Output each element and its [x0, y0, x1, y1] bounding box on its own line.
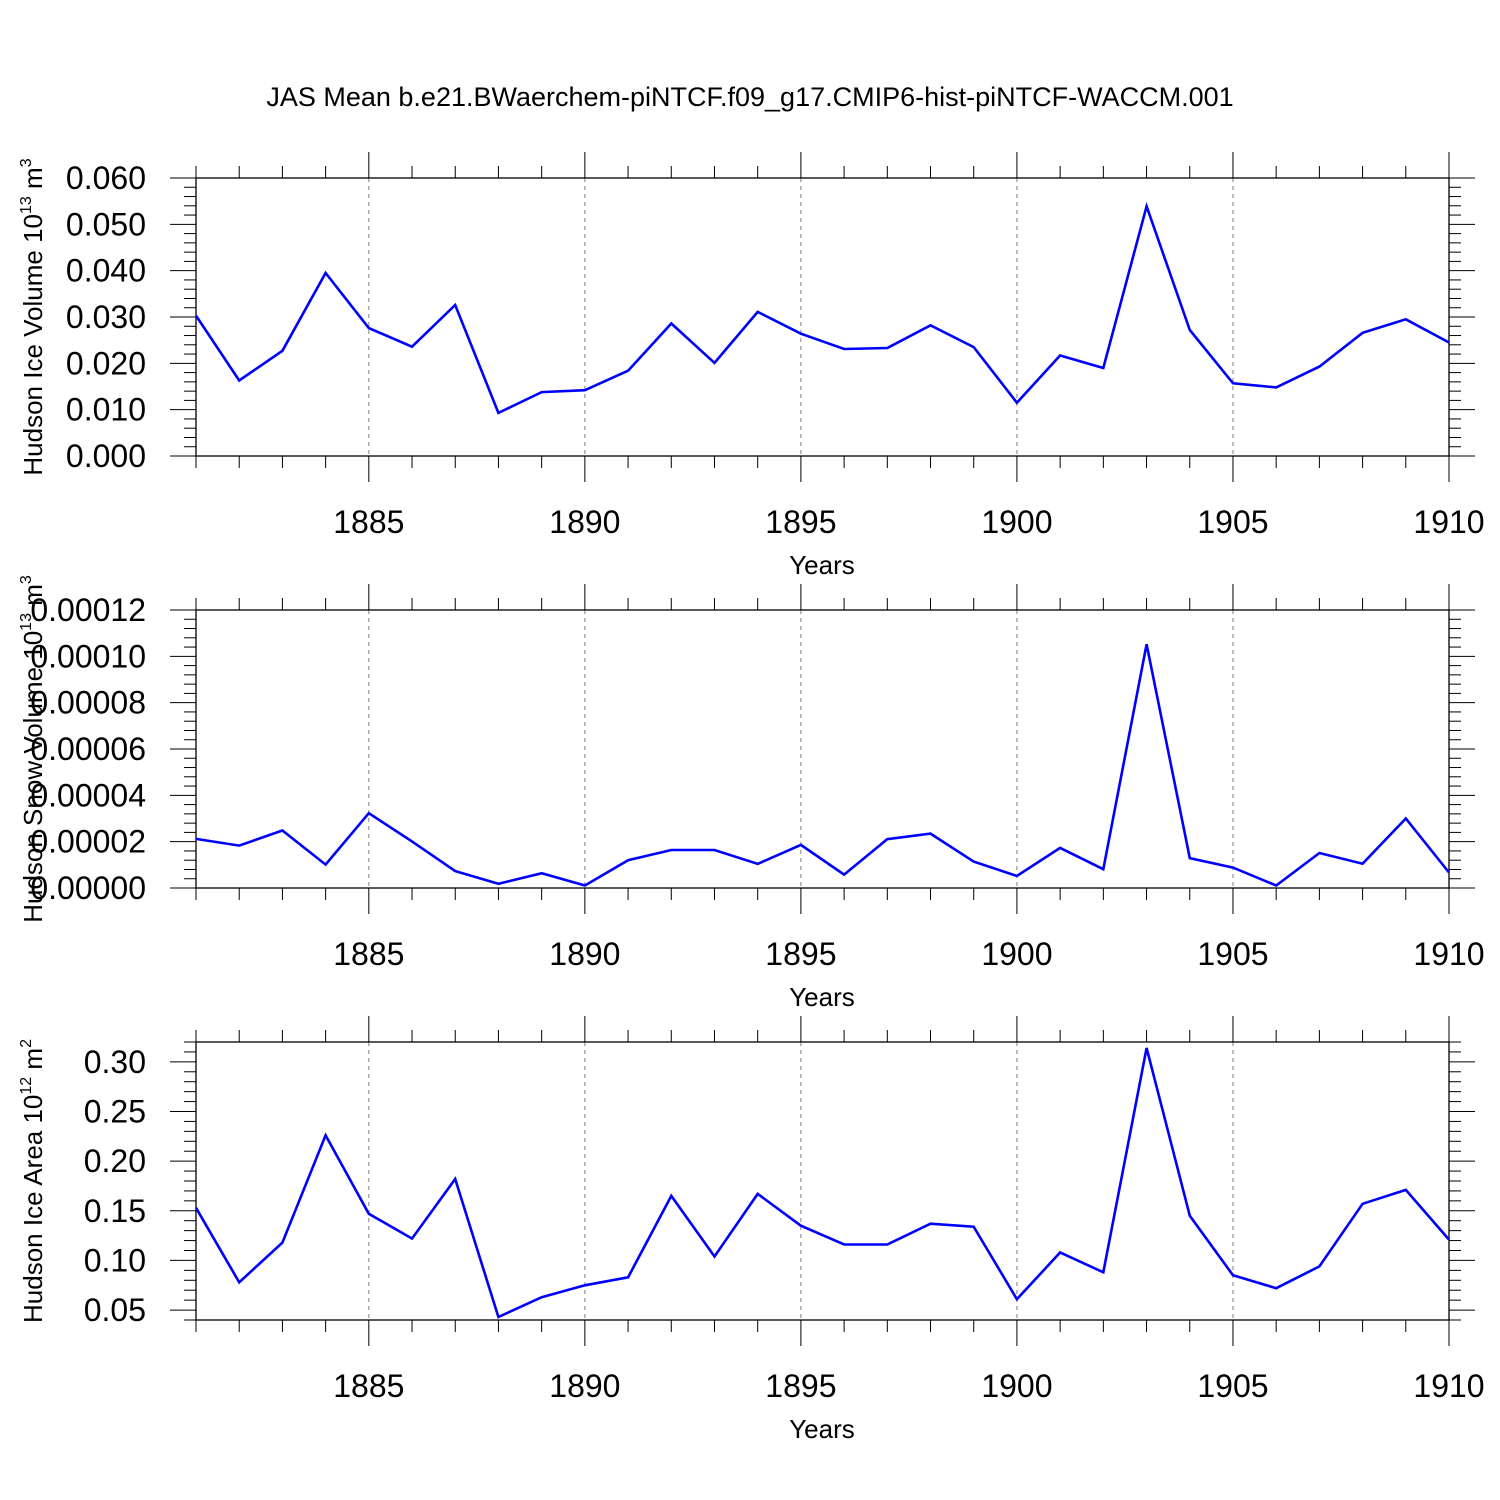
- snow-volume-x-axis-label: Years: [789, 982, 855, 1012]
- ice-area-x-axis-label: Years: [789, 1414, 855, 1444]
- ice-volume-x-tick-label: 1900: [981, 504, 1052, 540]
- ice-area-x-tick-label: 1895: [765, 1368, 836, 1404]
- snow-volume-y-tick-label: 0.00012: [30, 592, 146, 628]
- ice-area-y-tick-label: 0.10: [84, 1242, 146, 1278]
- ice-area-y-tick-label: 0.20: [84, 1143, 146, 1179]
- ice-area-x-tick-label: 1910: [1413, 1368, 1484, 1404]
- ice-volume-y-axis-label: Hudson Ice Volume 1013 m3: [18, 158, 48, 475]
- ice-area-y-axis-label: Hudson Ice Area 1012 m2: [18, 1039, 48, 1323]
- snow-volume-x-tick-label: 1910: [1413, 936, 1484, 972]
- ice-volume-y-tick-label: 0.060: [66, 160, 146, 196]
- ice-volume-x-tick-label: 1890: [549, 504, 620, 540]
- figure-title: JAS Mean b.e21.BWaerchem-piNTCF.f09_g17.…: [266, 82, 1233, 112]
- panel-ice-volume: 1885 1890 1895 1900 1905 1910 Years 0.000 0.010 0…: [18, 152, 1485, 580]
- ice-volume-x-axis-label: Years: [789, 550, 855, 580]
- snow-volume-y-tick-label: 0.00000: [30, 870, 146, 906]
- ice-volume-y-tick-label: 0.040: [66, 253, 146, 289]
- ice-volume-y-tick-label: 0.030: [66, 299, 146, 335]
- ice-area-y-tick-label: 0.05: [84, 1292, 146, 1328]
- ice-area-y-tick-label: 0.15: [84, 1193, 146, 1229]
- snow-volume-x-tick-label: 1900: [981, 936, 1052, 972]
- snow-volume-series-line: [195, 644, 1451, 887]
- ice-volume-series-line: [194, 201, 1450, 415]
- ice-area-y-tick-label: 0.30: [84, 1044, 146, 1080]
- ice-volume-y-tick-label: 0.020: [66, 345, 146, 381]
- ice-volume-x-tick-label: 1905: [1197, 504, 1268, 540]
- snow-volume-y-tick-label: 0.00002: [30, 824, 146, 860]
- ice-volume-y-tick-label: 0.050: [66, 206, 146, 242]
- ice-area-y-tick-label: 0.25: [84, 1094, 146, 1130]
- ice-area-x-tick-label: 1905: [1197, 1368, 1268, 1404]
- snow-volume-x-tick-label: 1890: [549, 936, 620, 972]
- ice-area-x-tick-label: 1900: [981, 1368, 1052, 1404]
- snow-volume-y-tick-label: 0.00006: [30, 731, 146, 767]
- ice-volume-y-tick-label: 0.000: [66, 438, 146, 474]
- ice-area-series-line: [194, 1047, 1450, 1319]
- snow-volume-x-tick-label: 1885: [333, 936, 404, 972]
- ice-volume-x-tick-label: 1895: [765, 504, 836, 540]
- ice-volume-x-tick-label: 1885: [333, 504, 404, 540]
- ice-area-x-tick-label: 1890: [549, 1368, 620, 1404]
- ice-area-x-tick-label: 1885: [333, 1368, 404, 1404]
- panel-ice-area: 1885 1890 1895 1900 1905 1910 Years 0.05 0.10 0.1…: [18, 1016, 1485, 1444]
- panel-snow-volume: 1885 1890 1895 1900 1905 1910 Years 0.00000 0.00…: [18, 575, 1485, 1012]
- snow-volume-y-tick-label: 0.00004: [30, 777, 146, 813]
- snow-volume-x-tick-label: 1905: [1197, 936, 1268, 972]
- ice-volume-y-tick-label: 0.010: [66, 392, 146, 428]
- snow-volume-x-tick-label: 1895: [765, 936, 836, 972]
- snow-volume-y-tick-label: 0.00010: [30, 638, 146, 674]
- snow-volume-y-axis-label: Hudson Snow Volume 1013 m3: [18, 575, 48, 923]
- snow-volume-y-tick-label: 0.00008: [30, 685, 146, 721]
- ice-volume-x-tick-label: 1910: [1413, 504, 1484, 540]
